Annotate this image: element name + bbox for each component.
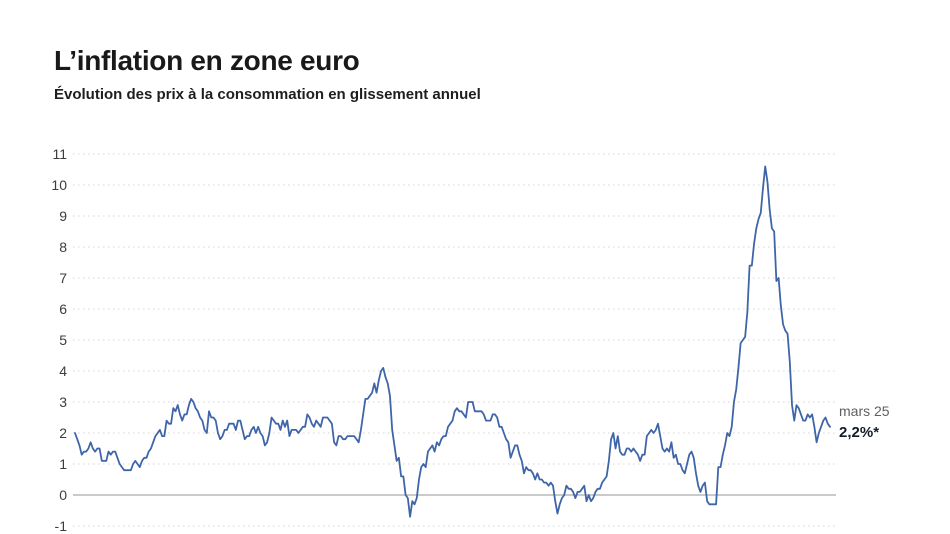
- y-tick-label: 3: [59, 394, 67, 410]
- inflation-series-line: [74, 165, 831, 518]
- chart-title: L’inflation en zone euro: [54, 45, 360, 76]
- y-tick-label: 9: [59, 208, 67, 224]
- latest-value-annotation: mars 25 2,2%*: [839, 402, 890, 443]
- y-tick-label: 6: [59, 301, 67, 317]
- y-tick-label: 5: [59, 332, 67, 348]
- y-tick-label: 0: [59, 487, 67, 503]
- y-tick-label: 8: [59, 239, 67, 255]
- y-tick-label: 11: [52, 146, 67, 162]
- y-tick-label: 10: [51, 177, 67, 193]
- chart-subtitle: Évolution des prix à la consommation en …: [54, 86, 481, 103]
- y-tick-label: 1: [59, 456, 67, 472]
- y-tick-label: 4: [59, 363, 67, 379]
- latest-date-label: mars 25: [839, 403, 890, 419]
- y-tick-label: -1: [54, 518, 67, 534]
- latest-value-label: 2,2%*: [839, 424, 880, 442]
- y-axis: -1 0 1 2 3 4 5 6 7 8 9 10 11: [0, 0, 67, 533]
- y-tick-label: 2: [59, 425, 67, 441]
- y-tick-label: 7: [59, 270, 67, 286]
